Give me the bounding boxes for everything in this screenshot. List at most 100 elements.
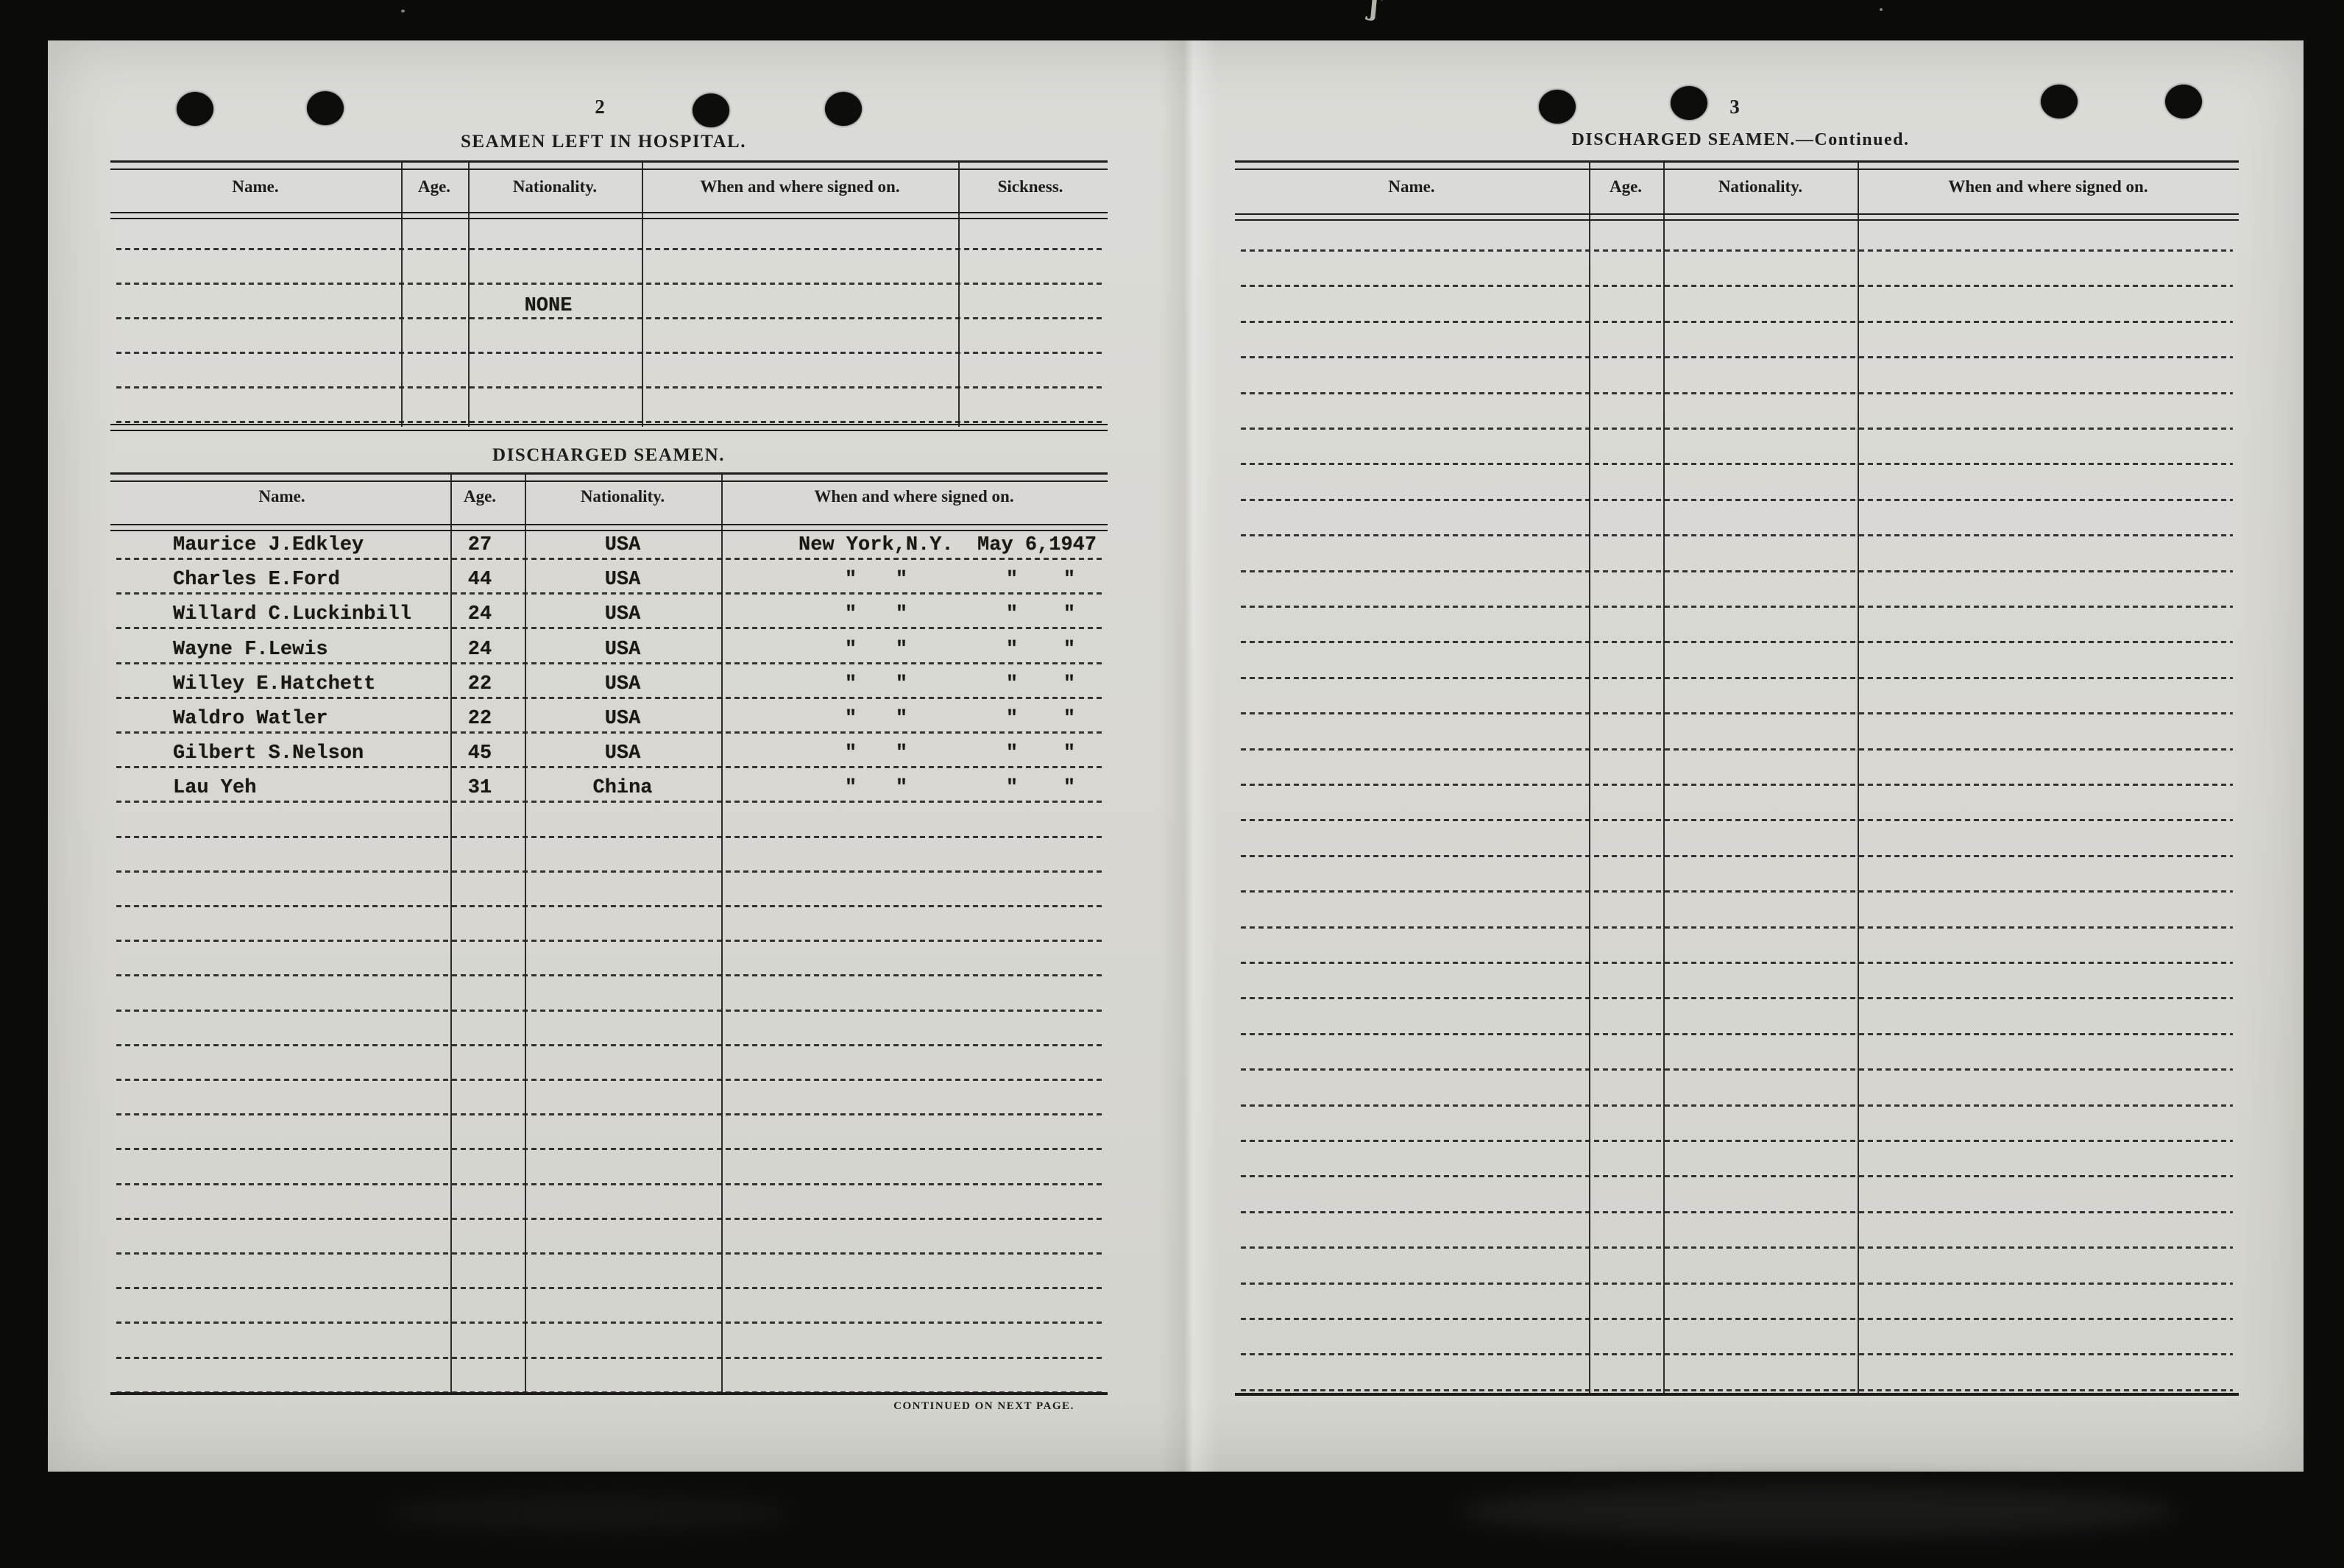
discharged-table-dotted-row	[116, 627, 1102, 629]
crew-signed-on-ditto: "	[1063, 569, 1076, 591]
discharged-continued-table-dotted-row	[1241, 356, 2233, 358]
discharged-continued-table-dotted-row	[1241, 570, 2233, 572]
discharged-continued-table-dotted-row	[1241, 712, 2233, 714]
crew-nationality: USA	[604, 534, 641, 556]
discharged-table-column-header: Name.	[258, 487, 305, 505]
discharged-continued-table-dotted-row	[1241, 249, 2233, 252]
page-fold-crease	[1159, 40, 1218, 1472]
left-page-title: SEAMEN LEFT IN HOSPITAL.	[461, 132, 746, 152]
scan-shadow-blotch	[383, 1494, 795, 1532]
discharged-continued-table-dotted-row	[1241, 321, 2233, 323]
hospital-table-dotted-row	[116, 248, 1102, 250]
discharged-continued-table-dotted-row	[1241, 1211, 2233, 1213]
discharged-continued-table-bottom-rule	[1235, 1393, 2239, 1396]
discharged-table-column-divider	[721, 472, 723, 1395]
discharged-continued-table-column-header: Age.	[1609, 177, 1643, 196]
crew-name: Wayne F.Lewis	[173, 639, 328, 661]
crew-name: Willey E.Hatchett	[173, 673, 376, 695]
discharged-table-dotted-row	[116, 1252, 1102, 1255]
discharged-continued-table-dotted-row	[1241, 890, 2233, 893]
crew-nationality: USA	[604, 569, 641, 591]
discharged-continued-table-dotted-row	[1241, 1104, 2233, 1107]
discharged-continued-table-dotted-row	[1241, 1283, 2233, 1285]
discharged-table-dotted-row	[116, 905, 1102, 907]
discharged-table-dotted-row	[116, 1113, 1102, 1115]
crew-nationality: USA	[604, 673, 641, 695]
crew-nationality: China	[592, 777, 653, 799]
dust-speck	[401, 10, 405, 13]
discharged-continued-table-dotted-row	[1241, 748, 2233, 751]
hospital-table-column-header: When and where signed on.	[700, 177, 900, 196]
discharged-continued-table-dotted-row	[1241, 428, 2233, 430]
crew-signed-on-ditto: "	[844, 742, 857, 765]
discharged-continued-table-dotted-row	[1241, 1318, 2233, 1320]
discharged-table-column-divider	[450, 472, 452, 1395]
discharged-continued-table-dotted-row	[1241, 855, 2233, 857]
hospital-table-dotted-row	[116, 352, 1102, 354]
crew-age: 27	[467, 534, 492, 556]
discharged-continued-table-dotted-row	[1241, 534, 2233, 536]
crew-signed-on-ditto: "	[1005, 742, 1019, 765]
crew-signed-on-ditto: "	[1063, 603, 1076, 625]
discharged-continued-table-dotted-row	[1241, 926, 2233, 929]
discharged-table-header-rule	[110, 524, 1108, 531]
crew-signed-on-ditto: "	[1005, 777, 1019, 799]
crew-signed-on-ditto: "	[844, 708, 857, 730]
punch-hole	[693, 93, 729, 127]
hospital-table-column-divider	[468, 160, 470, 427]
crew-signed-on-ditto: "	[844, 569, 857, 591]
crew-signed-on-ditto: "	[844, 639, 857, 661]
hospital-table-dotted-row	[116, 386, 1102, 389]
crew-name: Willard C.Luckinbill	[173, 603, 412, 625]
discharged-table-dotted-row	[116, 1357, 1102, 1359]
discharged-table-column-header: Nationality.	[580, 487, 665, 505]
hospital-table-column-header: Age.	[417, 177, 451, 196]
crew-signed-on-ditto: "	[1063, 708, 1076, 730]
right-page-title: DISCHARGED SEAMEN.—Continued.	[1571, 130, 1910, 149]
crew-name: Gilbert S.Nelson	[173, 742, 364, 765]
discharged-table-column-header: When and where signed on.	[814, 487, 1014, 505]
hospital-none-entry: NONE	[524, 295, 573, 317]
discharged-table-dotted-row	[116, 731, 1102, 734]
discharged-continued-table-dotted-row	[1241, 606, 2233, 608]
ledger-spread-paper: 2 SEAMEN LEFT IN HOSPITAL. NONE DISCHARG…	[48, 40, 2304, 1472]
crew-signed-on-ditto: "	[1063, 777, 1076, 799]
punch-hole	[177, 92, 213, 126]
crew-signed-on-ditto: "	[1005, 569, 1019, 591]
crew-name: Waldro Watler	[173, 708, 328, 730]
ink-squiggle-mark: ʃ	[1367, 0, 1383, 23]
crew-signed-on-ditto: "	[1005, 673, 1019, 695]
discharged-continued-table-column-divider	[1589, 160, 1590, 1396]
discharged-continued-table-column-header: Nationality.	[1718, 177, 1803, 196]
discharged-continued-table-dotted-row	[1241, 1033, 2233, 1035]
discharged-table-dotted-row	[116, 1183, 1102, 1185]
hospital-table-column-header: Nationality.	[512, 177, 598, 196]
crew-name: Charles E.Ford	[173, 569, 340, 591]
discharged-continued-table-dotted-row	[1241, 285, 2233, 287]
discharged-continued-table-top-rule	[1235, 160, 2239, 170]
crew-name: Lau Yeh	[173, 777, 257, 799]
crew-nationality: USA	[604, 742, 641, 765]
crew-age: 24	[467, 639, 492, 661]
right-page-number: 3	[1729, 96, 1740, 118]
punch-hole	[307, 91, 344, 125]
punch-hole	[825, 92, 862, 126]
discharged-table-bottom-rule	[110, 1392, 1108, 1395]
discharged-continued-table-dotted-row	[1241, 641, 2233, 643]
hospital-table-bottom-rule	[110, 424, 1108, 431]
discharged-continued-table-dotted-row	[1241, 677, 2233, 679]
punch-hole	[1539, 90, 1576, 124]
crew-age: 31	[467, 777, 492, 799]
crew-signed-on-ditto: "	[895, 673, 908, 695]
hospital-table-column-divider	[642, 160, 643, 427]
discharged-table-dotted-row	[116, 1218, 1102, 1220]
hospital-table-dotted-row	[116, 421, 1102, 423]
discharged-table-dotted-row	[116, 1148, 1102, 1150]
crew-signed-on-ditto: "	[1005, 708, 1019, 730]
crew-age: 22	[467, 673, 492, 695]
crew-nationality: USA	[604, 639, 641, 661]
discharged-table-dotted-row	[116, 1044, 1102, 1046]
discharged-continued-table-dotted-row	[1241, 1068, 2233, 1071]
discharged-continued-table-dotted-row	[1241, 1175, 2233, 1177]
